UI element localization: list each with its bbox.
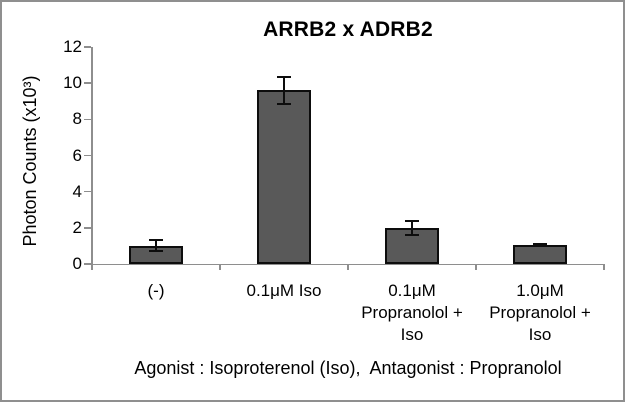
x-category-label-line: Iso (400, 325, 424, 344)
x-category-label: 0.1μM Propranolol + Iso (348, 280, 476, 346)
x-category-label: 1.0μM Propranolol + Iso (476, 280, 604, 346)
y-tick-mark (84, 263, 91, 265)
axis-note: Agonist : Isoproterenol (Iso), Antagonis… (134, 358, 562, 378)
x-tick-mark (603, 264, 605, 270)
y-tick-label: 12 (63, 37, 82, 56)
x-category-label: 0.1μM Iso (220, 280, 348, 302)
error-bar-line (411, 220, 413, 236)
x-category-label: (-) (92, 280, 220, 302)
y-tick-mark (84, 46, 91, 48)
x-category-label-line: 0.1μM Iso (246, 281, 322, 300)
y-tick-mark (84, 82, 91, 84)
y-tick-label: 6 (72, 145, 82, 165)
error-bar-cap-bottom (533, 244, 547, 247)
x-tick-mark (91, 264, 93, 270)
error-bar-line (283, 76, 285, 104)
error-bar-line (155, 240, 157, 252)
x-tick-mark (347, 264, 349, 270)
error-bar-cap-bottom (405, 234, 419, 237)
y-tick-label: 8 (72, 109, 82, 129)
bar (257, 90, 311, 264)
y-tick-label: 4 (72, 181, 82, 201)
error-bar-cap-bottom (277, 102, 291, 105)
error-bar-cap-top (533, 243, 547, 246)
y-tick-mark (84, 227, 91, 229)
error-bar-cap-top (405, 219, 419, 222)
y-tick-label: 10 (63, 73, 82, 93)
error-bar-cap-top (277, 75, 291, 78)
x-tick-mark (219, 264, 221, 270)
bar (513, 245, 567, 264)
y-tick-label: 0 (72, 254, 82, 273)
y-tick-label: 2 (72, 217, 82, 237)
y-tick-mark (84, 118, 91, 121)
y-tick-mark (84, 154, 91, 157)
chart-title: ARRB2 x ADRB2 (263, 18, 433, 41)
y-tick-mark (84, 190, 91, 193)
x-category-label-line: 0.1μM (388, 281, 436, 300)
x-category-label-line: 1.0μM (516, 281, 564, 300)
x-category-label-line: Propranolol + (361, 303, 463, 322)
x-category-label-line: (-) (147, 281, 165, 300)
error-bar-cap-top (149, 239, 163, 242)
error-bar-cap-bottom (149, 250, 163, 253)
x-category-label-line: Propranolol + (489, 303, 591, 322)
y-axis-line (91, 47, 93, 265)
x-category-label-line: Iso (528, 325, 552, 344)
x-tick-mark (475, 264, 477, 270)
